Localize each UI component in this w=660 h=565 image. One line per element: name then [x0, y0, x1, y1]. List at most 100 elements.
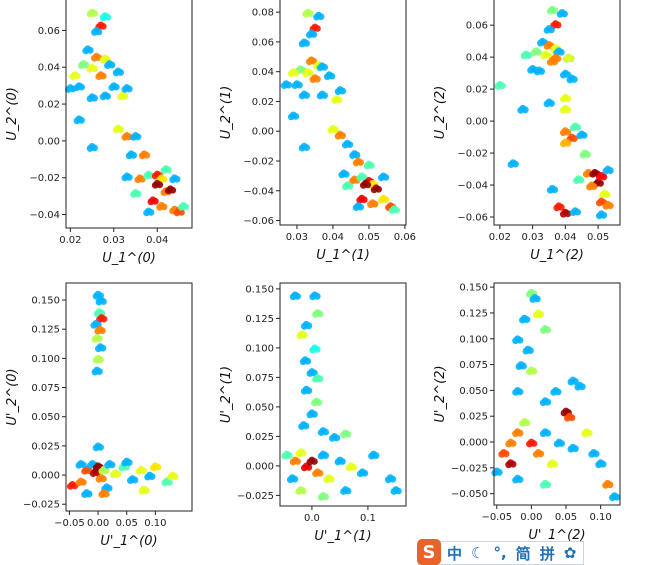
- y-tick-label: −0.02: [29, 173, 60, 184]
- y-tick-label: 0.075: [31, 383, 60, 394]
- data-point: [121, 133, 129, 141]
- data-point: [99, 93, 107, 101]
- x-axis-label: U_1^(1): [316, 248, 370, 263]
- ime-gear-icon[interactable]: ✿: [563, 544, 577, 562]
- y-tick-label: 0.02: [466, 85, 488, 96]
- data-point: [306, 411, 314, 419]
- scatter-panel-2: 0.02 0.03 0.04 0.05 −0.06 −0.04 −0.02 0.00 0.02 0…: [433, 0, 621, 263]
- data-point: [581, 430, 589, 438]
- data-point: [349, 177, 356, 185]
- data-point: [317, 429, 325, 436]
- data-point: [567, 445, 575, 453]
- data-point: [595, 199, 603, 207]
- data-point: [491, 469, 499, 477]
- ime-pinyin[interactable]: 拼: [539, 544, 555, 563]
- data-point: [512, 476, 519, 484]
- data-point: [82, 47, 90, 55]
- ime-chinese-mode[interactable]: 中: [447, 544, 463, 563]
- data-point: [323, 476, 331, 484]
- y-tick-label: 0.125: [459, 308, 488, 319]
- data-point: [147, 198, 155, 206]
- data-point: [121, 174, 129, 182]
- data-point: [532, 311, 540, 319]
- data-point: [599, 191, 607, 199]
- data-point: [86, 65, 94, 73]
- data-point: [121, 86, 129, 93]
- data-point: [368, 452, 375, 460]
- data-point: [149, 464, 157, 472]
- x-tick-label: 0.10: [144, 518, 166, 529]
- y-tick-label: 0.150: [31, 296, 60, 307]
- data-point: [328, 434, 336, 442]
- data-point: [143, 209, 150, 217]
- y-tick-label: −0.04: [29, 210, 60, 221]
- data-point: [95, 73, 103, 81]
- data-point: [494, 82, 502, 90]
- x-tick-label: 0.03: [286, 232, 308, 243]
- scatter-panel-0: 0.02 0.03 0.04 −0.04 −0.02 0.00 0.02 0.04 0.06 U_…: [5, 0, 193, 266]
- data-point: [559, 140, 567, 148]
- data-point: [543, 26, 551, 34]
- data-point: [295, 488, 303, 495]
- ime-toolbar[interactable]: S 中 ☾ °, 简 拼 ✿: [417, 539, 584, 565]
- data-point: [550, 388, 558, 396]
- data-point: [316, 92, 324, 100]
- data-point: [287, 70, 295, 78]
- data-point: [81, 491, 89, 498]
- data-point: [94, 327, 102, 335]
- data-point: [108, 84, 116, 92]
- data-point: [519, 419, 526, 427]
- data-point: [169, 176, 177, 184]
- axes-frame: [493, 282, 621, 506]
- y-tick-label: −0.06: [457, 213, 488, 224]
- data-point: [345, 464, 353, 472]
- data-point: [569, 124, 577, 132]
- data-point: [86, 10, 94, 18]
- data-point: [377, 196, 385, 204]
- data-point: [533, 68, 541, 76]
- x-axis-label: U'_1^(0): [100, 534, 157, 549]
- y-tick-label: 0.000: [31, 471, 60, 482]
- y-tick-label: 0.04: [38, 63, 60, 74]
- data-point: [143, 172, 150, 180]
- data-point: [299, 358, 307, 366]
- ime-logo[interactable]: S: [417, 539, 441, 565]
- data-point: [173, 209, 181, 217]
- y-tick-label: 0.050: [459, 386, 488, 397]
- data-point: [517, 106, 525, 114]
- y-tick-label: 0.02: [38, 100, 60, 111]
- scatter-panel-1: 0.03 0.04 0.05 0.06 −0.06 −0.04 −0.02 0.00 0.02 0…: [219, 0, 416, 263]
- y-tick-label: 0.050: [31, 412, 60, 423]
- data-point: [525, 440, 533, 448]
- data-point: [298, 40, 306, 48]
- data-point: [305, 31, 313, 39]
- ime-moon-icon[interactable]: ☾: [471, 544, 485, 562]
- data-point: [576, 132, 584, 140]
- data-point: [117, 93, 124, 101]
- data-point: [559, 129, 567, 137]
- data-point: [281, 452, 289, 460]
- y-tick-label: 0.00: [466, 117, 488, 128]
- x-axis-label: U'_1^(2): [528, 528, 585, 543]
- y-tick-label: 0.04: [252, 67, 274, 78]
- data-point: [595, 461, 603, 469]
- y-tick-label: 0.06: [38, 26, 60, 37]
- data-point: [559, 95, 567, 103]
- axes-frame: [65, 0, 193, 229]
- data-point: [295, 450, 303, 458]
- data-point: [109, 471, 117, 479]
- data-point: [104, 461, 111, 469]
- y-tick-label: 0.050: [245, 402, 274, 413]
- data-point: [567, 378, 575, 386]
- data-point: [156, 203, 163, 211]
- data-point: [95, 298, 103, 306]
- data-point: [559, 210, 567, 218]
- x-tick-label: 0.04: [322, 232, 344, 243]
- ime-simplified[interactable]: 简: [515, 544, 531, 563]
- y-tick-label: 0.000: [245, 461, 274, 472]
- data-point: [312, 311, 319, 318]
- data-point: [505, 461, 513, 469]
- data-point: [160, 167, 168, 174]
- ime-punctuation[interactable]: °,: [493, 544, 507, 562]
